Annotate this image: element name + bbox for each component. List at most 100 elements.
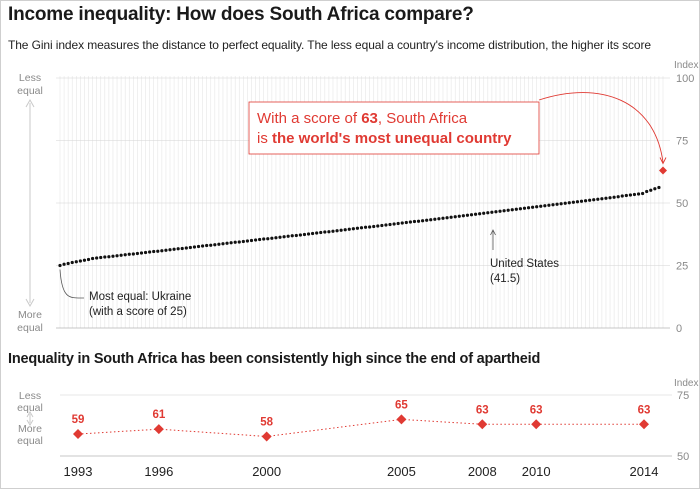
sa-value-label: 63 [476,404,489,416]
x-tick-label: 2014 [630,464,659,479]
country-point [571,200,575,204]
country-point [266,237,270,241]
country-point [408,220,412,224]
country-point [583,199,588,203]
country-point [372,224,376,229]
country-point [351,227,355,231]
country-point [103,255,107,259]
country-point [160,249,164,253]
country-point [115,254,119,258]
country-point [82,258,87,262]
more-equal-label-2: equal [17,435,43,447]
country-point [376,224,380,228]
country-point [632,192,637,197]
country-point [421,219,425,223]
country-point [380,223,384,228]
country-point [628,193,633,197]
arrow-up-icon [25,98,35,108]
y-axis-label: Index [674,60,698,71]
country-point [184,246,188,250]
country-point [396,221,400,226]
country-point [253,238,258,242]
country-point [331,229,335,233]
country-point [176,247,180,251]
country-point [616,195,620,199]
country-point [62,262,66,266]
more-equal-label: equal [17,322,43,334]
arrow-down-icon [25,298,35,308]
country-point [555,202,559,206]
sa-value-label: 61 [152,409,165,421]
country-point [355,226,360,230]
country-point [535,205,539,209]
sa-year-point [73,429,83,440]
x-tick-label: 2010 [522,464,551,479]
y2-axis-label: Index [674,378,698,389]
us-score-annotation: (41.5) [490,273,520,285]
country-point [412,219,417,224]
country-point [180,246,184,251]
y-tick-label: 0 [676,323,682,335]
less-equal-label: equal [17,85,43,97]
country-point [58,263,62,268]
country-point [473,212,478,216]
y-tick-label: 100 [676,73,694,85]
country-point [168,248,172,252]
y2-tick-label: 50 [677,451,689,463]
country-point [596,197,600,201]
country-point [400,221,404,225]
ukraine-leader-line [59,269,85,299]
country-point [86,257,91,262]
country-point [294,233,298,238]
country-point [457,214,461,218]
sa-value-label: 58 [260,416,273,428]
y-tick-label: 75 [676,136,688,148]
country-point [78,259,82,263]
country-point [441,216,445,220]
more-equal-label-2: More [18,423,42,435]
country-point [384,223,388,227]
country-point [518,207,522,211]
country-point [653,187,657,191]
sa-value-label: 59 [72,414,85,426]
country-point [482,211,486,215]
country-point [449,215,453,219]
sa-value-label: 63 [530,404,543,416]
sa-trend-line [77,418,644,437]
country-point [526,206,531,210]
callout-line-1: With a score of 63, South Africa [257,110,468,127]
country-point [588,198,592,202]
callout-arrowhead-icon [659,157,667,165]
chart2-title: Inequality in South Africa has been cons… [8,351,541,367]
country-point [465,213,470,217]
country-point [66,261,70,266]
country-point [649,188,653,192]
country-point [290,234,294,238]
page-title: Income inequality: How does South Africa… [8,4,474,25]
country-point [514,207,518,211]
sa-year-point [639,419,649,430]
country-point [249,238,254,243]
country-point [445,216,449,220]
country-point [437,217,441,221]
country-point [139,251,144,255]
country-point [339,228,343,232]
country-point [510,208,514,212]
country-point [306,232,311,236]
x-tick-label: 2000 [252,464,281,479]
country-point [388,222,392,227]
country-point [620,194,624,198]
x-tick-label: 2008 [468,464,497,479]
country-point [245,239,250,243]
country-point [131,252,135,256]
country-point [494,210,498,214]
x-tick-label: 1996 [144,464,173,479]
country-point [319,230,323,235]
country-point [90,256,95,261]
page-subtitle: The Gini index measures the distance to … [8,38,651,52]
ukraine-score-annotation: (with a score of 25) [89,306,187,318]
country-point [123,253,127,257]
us-annotation: United States [490,258,559,270]
country-point [311,231,315,236]
